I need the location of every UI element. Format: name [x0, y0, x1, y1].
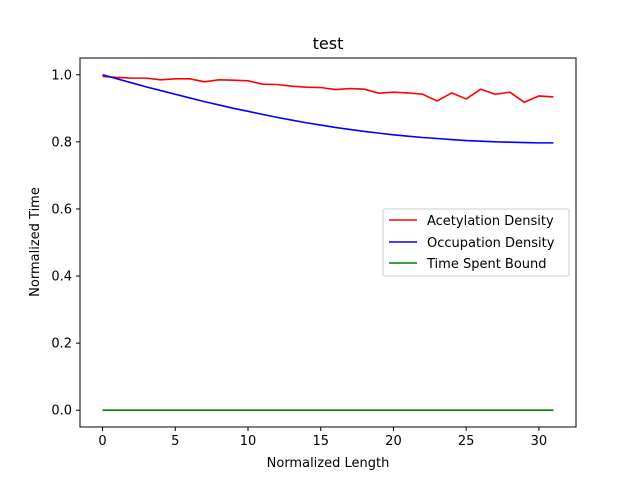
- x-tick-label: 10: [240, 434, 257, 449]
- x-tick-label: 20: [385, 434, 402, 449]
- x-axis-label: Normalized Length: [267, 456, 390, 471]
- y-tick-label: 0.8: [51, 135, 72, 150]
- y-tick-label: 0.4: [51, 270, 72, 285]
- legend: Acetylation Density Occupation Density T…: [382, 208, 570, 277]
- legend-label-occupation: Occupation Density: [427, 236, 555, 251]
- y-tick-label: 0.2: [51, 337, 72, 352]
- acetylation-density-line: [102, 75, 554, 104]
- legend-box: [382, 208, 570, 277]
- legend-label-acetylation: Acetylation Density: [427, 214, 554, 229]
- series-layer: [102, 73, 554, 412]
- ticks-layer: 0 5 10 15 20 25 30 0.0 0.2 0.4 0.6 0.8 1.0: [51, 68, 547, 449]
- y-tick-label: 0.6: [51, 202, 72, 217]
- chart-title: test: [313, 34, 344, 53]
- legend-label-time-bound: Time Spent Bound: [426, 257, 547, 272]
- x-tick-label: 30: [531, 434, 548, 449]
- occupation-density-line: [102, 73, 554, 144]
- x-tick-label: 5: [171, 434, 179, 449]
- y-tick-label: 1.0: [51, 68, 72, 83]
- x-tick-label: 0: [98, 434, 106, 449]
- y-tick-label: 0.0: [51, 404, 72, 419]
- plot-frame: [79, 57, 577, 428]
- y-axis-label: Normalized Time: [28, 187, 43, 297]
- x-tick-label: 25: [458, 434, 475, 449]
- x-tick-label: 15: [312, 434, 329, 449]
